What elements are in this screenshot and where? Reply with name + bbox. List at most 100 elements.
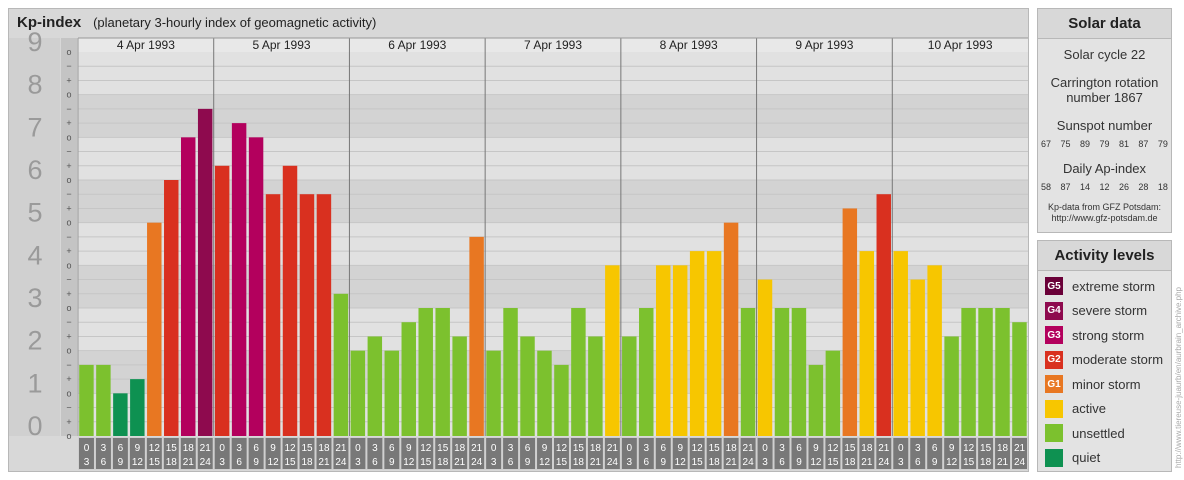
hour-start-d3-s4: 12 (556, 443, 568, 454)
level-label: severe storm (1072, 303, 1148, 319)
hour-start-d4-s0: 0 (627, 443, 633, 454)
hour-end-d6-s0: 3 (898, 457, 904, 468)
kp-bar-d0-s2 (113, 393, 128, 436)
level-swatch: G5 (1045, 277, 1063, 296)
hour-cell-d6-s6 (995, 438, 1011, 469)
hour-start-d5-s0: 0 (762, 443, 768, 454)
y-tick-label-6: 6 (27, 155, 42, 185)
chart-subtitle: (planetary 3-hourly index of geomagnetic… (93, 15, 377, 30)
ap-value-2: 14 (1079, 182, 1090, 192)
hour-cell-d4-s7 (740, 438, 756, 469)
hour-end-d6-s2: 9 (932, 457, 938, 468)
hour-end-d1-s2: 9 (253, 457, 259, 468)
data-credit-link[interactable]: http://www.gfz-potsdam.de (1051, 213, 1158, 223)
solar-cycle: Solar cycle 22 (1063, 47, 1146, 62)
hour-cell-d2-s0 (350, 438, 366, 469)
ap-value-6: 18 (1157, 182, 1168, 192)
hour-end-d3-s5: 18 (573, 457, 585, 468)
hour-cell-d3-s3 (537, 438, 552, 469)
level-label: extreme storm (1072, 278, 1156, 294)
hour-cell-d1-s6 (316, 438, 332, 469)
hour-end-d0-s3: 12 (132, 457, 144, 468)
hour-cell-d2-s3 (401, 438, 417, 469)
hour-cell-d5-s6 (859, 438, 875, 469)
day-label-3: 7 Apr 1993 (524, 38, 582, 52)
y-tick-label-5: 5 (27, 198, 42, 228)
hour-cell-d1-s2 (248, 438, 264, 469)
hour-cell-d5-s4 (825, 438, 841, 469)
minor-tick-15: o (66, 218, 71, 228)
hour-end-d6-s7: 24 (1014, 457, 1026, 468)
hour-cell-d1-s5 (299, 438, 315, 469)
hour-cell-d4-s2 (655, 438, 671, 469)
hour-start-d6-s0: 0 (898, 443, 904, 454)
kp-bar-d3-s3 (537, 350, 552, 436)
hour-start-d0-s0: 0 (84, 443, 90, 454)
kp-bar-d5-s2 (791, 308, 807, 436)
kp-bar-d6-s3 (944, 336, 959, 436)
hour-start-d5-s6: 18 (861, 443, 873, 454)
hour-end-d3-s3: 12 (539, 457, 551, 468)
activity-level-active: active (1038, 397, 1171, 422)
hour-end-d6-s4: 15 (963, 457, 975, 468)
solar-data-panel: Solar data Solar cycle 22 Carrington rot… (1037, 8, 1172, 233)
hour-start-d1-s4: 12 (284, 443, 296, 454)
hour-end-d6-s6: 21 (997, 457, 1009, 468)
level-label: unsettled (1072, 425, 1125, 441)
sunspot-value-3: 79 (1099, 139, 1110, 149)
day-header-band (78, 38, 1028, 52)
level-swatch (1045, 448, 1063, 467)
y-tick-label-2: 2 (27, 326, 42, 356)
level-label: minor storm (1072, 376, 1141, 392)
kp-bar-d4-s1 (639, 308, 654, 436)
hour-end-d5-s7: 24 (878, 457, 890, 468)
y-tick-label-1: 1 (27, 368, 42, 398)
hour-end-d1-s6: 21 (318, 457, 330, 468)
hour-cell-d5-s1 (774, 438, 790, 469)
hour-end-d0-s2: 9 (118, 457, 124, 468)
hour-start-d2-s4: 12 (420, 443, 432, 454)
hour-start-d4-s6: 18 (726, 443, 738, 454)
hour-cell-d0-s7 (197, 438, 213, 469)
hour-end-d1-s5: 18 (301, 457, 313, 468)
sunspot-values: 67 75 89 79 81 87 79 (1038, 139, 1171, 149)
kp-bar-d2-s3 (401, 322, 416, 436)
hour-cell-d1-s3 (265, 438, 281, 469)
hour-cell-d4-s6 (723, 438, 739, 469)
hour-start-d1-s2: 6 (253, 443, 259, 454)
hour-start-d2-s1: 3 (372, 443, 378, 454)
activity-levels-title: Activity levels (1038, 241, 1171, 271)
hour-start-d4-s1: 3 (644, 443, 650, 454)
minor-tick-3: o (66, 388, 71, 398)
hour-end-d0-s7: 24 (200, 457, 212, 468)
hour-end-d0-s1: 6 (101, 457, 107, 468)
hour-cell-d5-s7 (876, 438, 892, 469)
hour-start-d2-s6: 18 (454, 443, 466, 454)
hour-start-d4-s5: 15 (709, 443, 721, 454)
hour-cell-d6-s3 (944, 438, 960, 469)
sunspot-value-1: 75 (1060, 139, 1071, 149)
kp-bar-d1-s1 (231, 123, 247, 436)
hour-cell-d6-s0 (893, 438, 909, 469)
day-label-0: 4 Apr 1993 (117, 38, 175, 52)
vertical-url: http://www.tiereuse-juaurb/en/aurbrain_a… (1174, 286, 1183, 468)
chart-title: Kp-index (17, 14, 82, 31)
minor-tick-18: o (66, 175, 71, 185)
hour-end-d4-s7: 24 (743, 457, 755, 468)
kp-bar-d3-s2 (520, 336, 535, 436)
kp-bar-d0-s4 (147, 222, 162, 436)
activity-levels-panel: Activity levels G5 extreme storm G4 severe … (1037, 240, 1172, 472)
hour-end-d5-s5: 18 (844, 457, 856, 468)
hour-cell-d1-s4 (282, 438, 298, 469)
minor-tick-22: + (66, 118, 71, 128)
y-axis-band (9, 38, 60, 436)
minor-tick-5: − (66, 360, 71, 370)
minor-tick-10: + (66, 289, 71, 299)
hour-cell-d3-s4 (554, 438, 569, 469)
minor-tick-11: − (66, 275, 71, 285)
hour-end-d5-s6: 21 (861, 457, 873, 468)
hour-start-d5-s7: 21 (878, 443, 890, 454)
minor-tick-8: − (66, 317, 71, 327)
hour-start-d0-s3: 9 (135, 443, 141, 454)
hour-start-d3-s3: 9 (542, 443, 548, 454)
